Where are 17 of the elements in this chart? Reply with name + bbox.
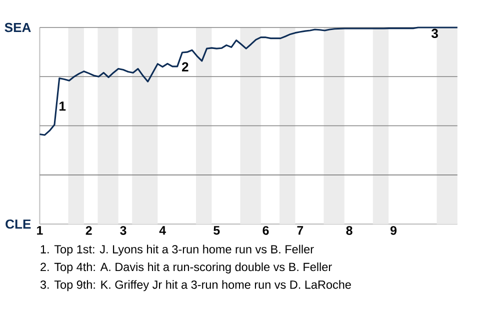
x-tick-label: 2 [86,226,92,234]
x-tick-label: 3 [120,226,126,235]
x-tick-label: 1 [37,226,43,234]
annotation: 2 [182,62,188,72]
x-tick-label: 5 [214,226,220,234]
text: 3. Top 9th: K. Griffey Jr hit a 3-run home run vs D. LaRoche [40,280,351,291]
x-tick-label: 8 [346,226,352,235]
text: SEA [4,22,31,32]
x-tick-label: 7 [297,226,304,234]
text: 2. Top 4th: A. Davis hit a run-scoring double vs B. Feller [40,262,332,274]
x-tick-label: 9 [390,226,397,235]
x-tick-label: 6 [262,226,269,235]
annotation: 1 [60,101,66,110]
x-tick-label: 4 [159,226,166,234]
text: 1. Top 1st: J. Lyons hit a 3-run home run vs B. Feller [40,244,314,256]
text: CLE [6,219,31,228]
annotation: 3 [431,28,438,38]
